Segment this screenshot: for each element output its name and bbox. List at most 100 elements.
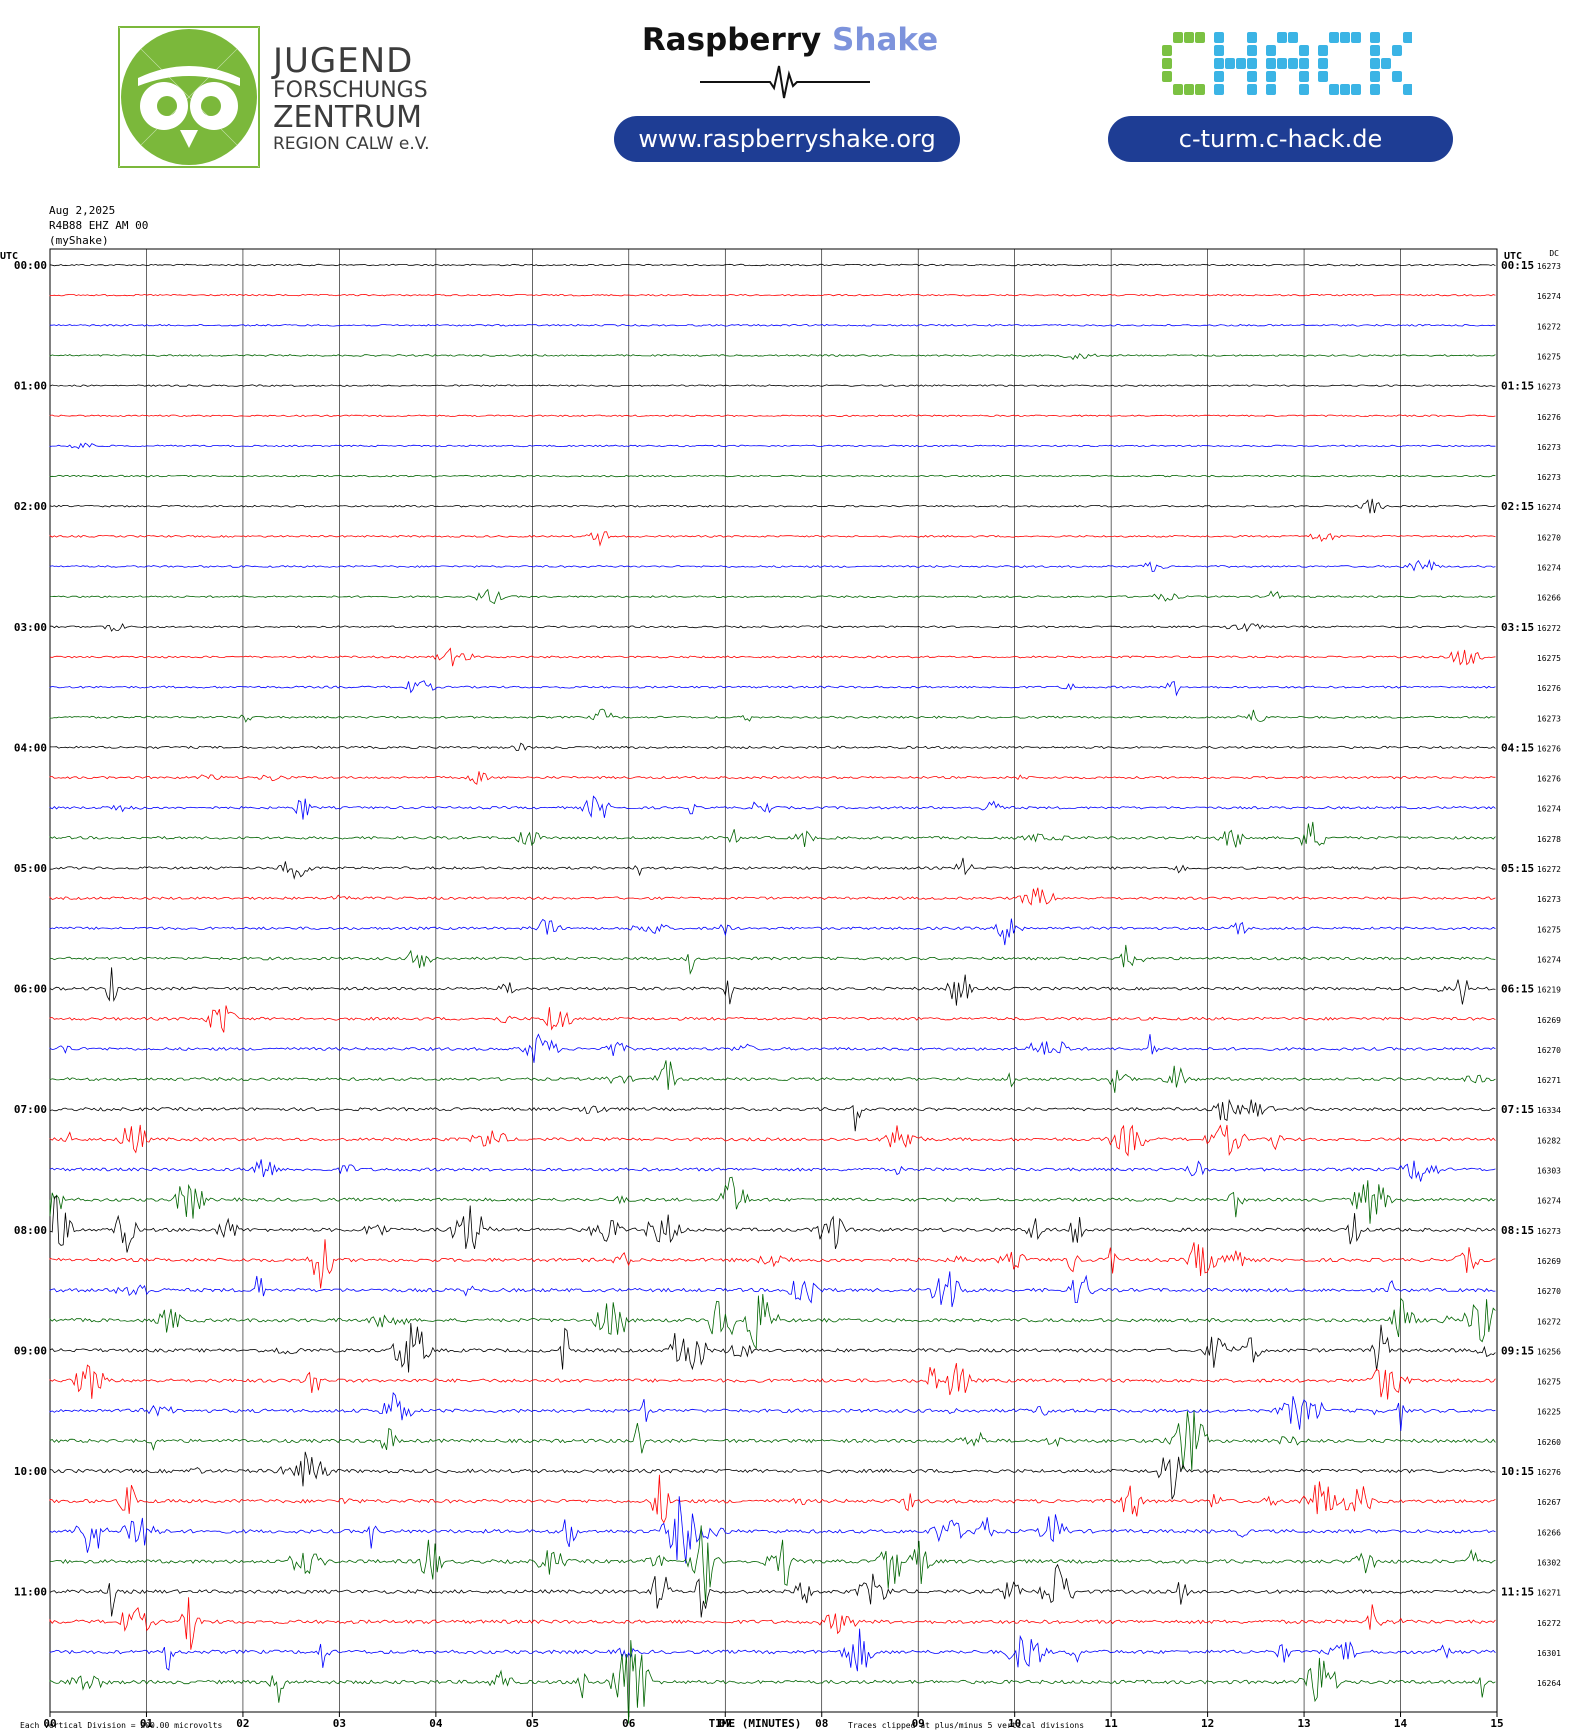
- chack-dot: [1299, 58, 1309, 69]
- seismogram-trace: [49, 384, 1496, 387]
- dc-offset-label: 16275: [1537, 654, 1561, 663]
- left-axis-label: UTC: [0, 251, 18, 262]
- dc-offset-label: 16274: [1537, 955, 1561, 964]
- seismogram-trace: [49, 857, 1496, 880]
- dc-offset-label: 16275: [1537, 1378, 1561, 1387]
- left-hour-label: 06:00: [14, 983, 47, 996]
- station-source: (myShake): [49, 234, 109, 247]
- chack-url[interactable]: c-turm.c-hack.de: [1108, 116, 1453, 162]
- chack-dot: [1247, 45, 1257, 56]
- left-hour-label: 10:00: [14, 1465, 47, 1478]
- dc-offset-label: 16278: [1537, 835, 1561, 844]
- seismogram-trace: [49, 821, 1496, 848]
- chack-dot: [1403, 32, 1412, 43]
- chack-dot: [1370, 32, 1380, 43]
- seismogram-trace: [49, 263, 1496, 267]
- x-tick-label: 00: [43, 1717, 56, 1730]
- seismogram-trace: [49, 559, 1496, 573]
- right-hour-label: 06:15: [1501, 983, 1534, 996]
- jfz-logo: JUGEND FORSCHUNGS ZENTRUM REGION CALW e.…: [118, 26, 438, 168]
- chack-dot: [1370, 58, 1380, 69]
- dc-offset-label: 16302: [1537, 1558, 1561, 1567]
- chack-dot: [1214, 32, 1224, 43]
- dc-offset-label: 16273: [1537, 473, 1561, 482]
- x-tick-label: 14: [1394, 1717, 1408, 1730]
- x-tick-label: 13: [1297, 1717, 1310, 1730]
- dc-offset-label: 16276: [1537, 744, 1561, 753]
- chack-dot: [1266, 58, 1276, 69]
- right-hour-label: 00:15: [1501, 259, 1534, 272]
- chack-dot: [1173, 84, 1183, 95]
- station-info: Aug 2,2025 R4B88 EHZ AM 00 (myShake): [49, 203, 148, 248]
- dc-offset-label: 16276: [1537, 684, 1561, 693]
- seismogram-trace: [49, 1005, 1496, 1033]
- seismogram-trace: [49, 414, 1496, 417]
- right-hour-label: 04:15: [1501, 741, 1534, 754]
- chack-dot: [1329, 32, 1339, 43]
- dc-offset-label: 16270: [1537, 533, 1561, 542]
- chack-dot: [1288, 32, 1298, 43]
- dc-offset-label: 16274: [1537, 1197, 1561, 1206]
- right-hour-label: 08:15: [1501, 1224, 1534, 1237]
- seismogram-trace: [49, 1098, 1496, 1132]
- dc-offset-label: 16273: [1537, 262, 1561, 271]
- chack-dot: [1184, 32, 1194, 43]
- dc-header-label: DC: [1549, 249, 1559, 258]
- station-channel: R4B88 EHZ AM 00: [49, 219, 149, 232]
- dc-offset-label: 16301: [1537, 1649, 1561, 1658]
- left-hour-label: 03:00: [14, 621, 47, 634]
- seismogram-trace: [49, 1293, 1496, 1350]
- x-tick-label: 12: [1201, 1717, 1214, 1730]
- left-hour-label: 07:00: [14, 1103, 47, 1116]
- chack-dot: [1214, 84, 1224, 95]
- left-hour-label: 02:00: [14, 500, 47, 513]
- seismogram-trace: [49, 531, 1496, 547]
- chack-dot: [1266, 84, 1276, 95]
- x-tick-label: 07: [719, 1717, 732, 1730]
- x-tick-label: 06: [622, 1717, 636, 1730]
- chack-dot: [1266, 71, 1276, 82]
- chack-dot: [1403, 84, 1412, 95]
- dc-offset-label: 16272: [1537, 322, 1561, 331]
- chack-dot: [1225, 58, 1235, 69]
- left-hour-label: 08:00: [14, 1224, 47, 1237]
- left-hour-label: 11:00: [14, 1586, 47, 1599]
- dc-offset-label: 16264: [1537, 1679, 1561, 1688]
- left-hour-label: 04:00: [14, 741, 47, 754]
- footer-clip-note: Traces clipped at plus/minus 5 vertical …: [848, 1721, 1084, 1730]
- dc-offset-label: 16269: [1537, 1016, 1561, 1025]
- dc-offset-label: 16270: [1537, 1046, 1561, 1055]
- dc-offset-label: 16275: [1537, 352, 1561, 361]
- seismogram-trace: [49, 1271, 1496, 1308]
- seismogram-trace: [49, 1391, 1496, 1432]
- x-tick-label: 03: [333, 1717, 346, 1730]
- x-tick-label: 01: [140, 1717, 154, 1730]
- seismogram-trace: [49, 918, 1496, 946]
- x-tick-label: 15: [1490, 1717, 1503, 1730]
- left-hour-label: 09:00: [14, 1344, 47, 1357]
- dc-offset-label: 16275: [1537, 925, 1561, 934]
- seismogram-trace: [49, 1563, 1496, 1618]
- seismogram-trace: [49, 680, 1496, 697]
- chack-dot: [1214, 58, 1224, 69]
- seismogram-trace: [49, 353, 1496, 361]
- x-tick-label: 08: [815, 1717, 828, 1730]
- chack-dot: [1318, 71, 1328, 82]
- raspberry-shake-title: Raspberry Shake: [640, 22, 940, 58]
- dc-offset-label: 16274: [1537, 292, 1561, 301]
- right-axis-label: UTC: [1504, 251, 1522, 262]
- seismogram-trace: [50, 1525, 1496, 1604]
- dc-offset-label: 16274: [1537, 564, 1561, 573]
- chack-dot: [1370, 84, 1380, 95]
- dc-offset-label: 16276: [1537, 1468, 1561, 1477]
- seismogram-trace: [49, 795, 1496, 820]
- chack-dot: [1351, 84, 1361, 95]
- raspberry-shake-url[interactable]: www.raspberryshake.org: [614, 116, 960, 162]
- dc-offset-label: 16271: [1537, 1589, 1561, 1598]
- jfz-line1: JUGEND: [273, 41, 414, 81]
- chack-dot: [1351, 32, 1361, 43]
- dc-offset-label: 16274: [1537, 805, 1561, 814]
- right-hour-label: 05:15: [1501, 862, 1534, 875]
- chart-frame: [49, 248, 1498, 1713]
- dc-offset-label: 16266: [1537, 594, 1561, 603]
